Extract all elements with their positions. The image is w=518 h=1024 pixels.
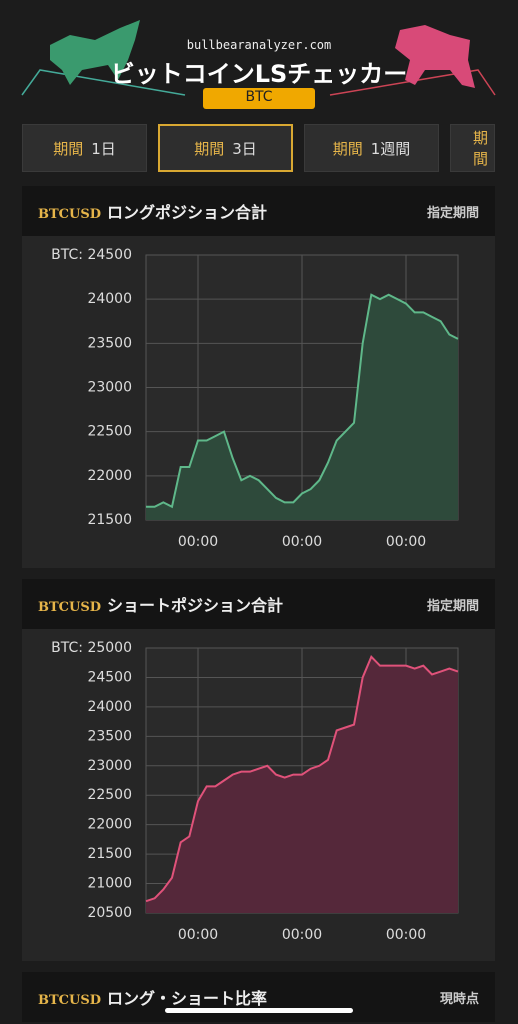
tab-prefix: 期間 [473,129,489,168]
y-tick-label: 20500 [87,905,132,921]
x-tick-label: 00:00 [178,534,218,550]
area-fill [146,656,458,913]
x-tick-label: 00:00 [178,927,218,943]
app-title: ビットコインLSチェッカー [110,60,408,88]
panel-title: ロングポジション合計 [107,203,268,222]
x-tick-label: 00:00 [386,927,426,943]
y-tick-label: 23000 [87,758,132,774]
symbol: BTCUSD [38,207,102,222]
site-url: bullbearanalyzer.com [186,38,332,52]
panel-header: BTCUSD ロングポジション合計 指定期間 [22,186,495,236]
y-tick-label: 24500 [87,669,132,685]
charts: 21500 22000 22500 23000 23500 24000 BTC: 24500… [51,247,459,943]
y-tick-label: 24000 [87,291,132,307]
y-tick-label: 23500 [87,728,132,744]
area-fill [146,294,458,520]
y-tick-label: 21500 [87,512,132,528]
x-tick-label: 00:00 [386,534,426,550]
tab-prefix: 期間 [194,139,225,158]
tab[interactable]: 期間 [450,124,495,172]
home-indicator [165,1008,353,1013]
panel-header: BTCUSD ショートポジション合計 指定期間 [22,579,495,629]
tab-label: 1日 [91,139,116,158]
badge: BTC [245,89,273,105]
y-tick-label: 22000 [87,817,132,833]
tab-prefix: 期間 [332,139,363,158]
tab-label: 3日 [232,139,257,158]
y-tick-label: 22500 [87,424,132,440]
y-tick-label: 21500 [87,846,132,862]
area-line [145,655,459,903]
tab[interactable]: 期間 1週間 [304,124,439,172]
area-line [146,293,459,509]
tab-prefix: 期間 [53,139,84,158]
y-tick-label: 23500 [87,335,132,351]
x-tick-label: 00:00 [282,534,322,550]
tab-label: 1週間 [370,139,411,158]
panel-title: ショートポジション合計 [107,596,284,615]
period: 指定期間 [426,598,479,614]
y-tick-label: 22000 [87,468,132,484]
tab-active[interactable]: 期間 3日 [158,124,293,172]
y-tick-label: BTC: 24500 [51,247,132,263]
x-tick-label: 00:00 [282,927,322,943]
y-tick-label: 24000 [87,699,132,715]
period: 指定期間 [426,205,479,221]
y-tick-label: 21000 [87,876,132,892]
panel-header: BTCUSD ロング・ショート比率 現時点 [22,972,495,1022]
panel-title: ロング・ショート比率 [107,989,268,1008]
y-tick-label: 23000 [87,380,132,396]
period: 現時点 [439,991,479,1007]
header-art [21,20,496,109]
symbol: BTCUSD [38,993,102,1008]
y-tick-label: 22500 [87,787,132,803]
y-tick-label: BTC: 25000 [51,640,132,656]
symbol: BTCUSD [38,600,102,615]
tab[interactable]: 期間 1日 [22,124,147,172]
